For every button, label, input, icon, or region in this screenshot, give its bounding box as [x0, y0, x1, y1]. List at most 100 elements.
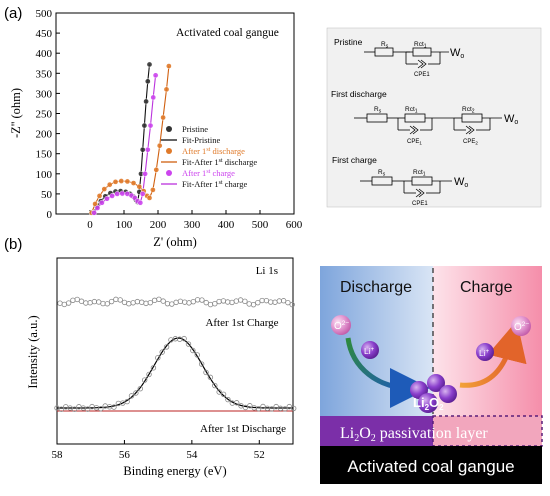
eis-data-point	[163, 86, 170, 93]
xps-discharge-point	[98, 406, 104, 412]
xps-discharge-point	[159, 349, 165, 355]
label-rct1-discharge: Rct1	[405, 106, 418, 115]
discharge-arrow	[345, 337, 430, 408]
circuit-pristine	[364, 47, 449, 69]
xps-discharge-point	[185, 341, 192, 347]
eis-data-point	[137, 199, 144, 206]
substrate-base	[320, 446, 542, 484]
eis-data-point	[147, 122, 154, 129]
label-cpe1-discharge: CPE1	[407, 139, 422, 146]
xps-discharge-point	[71, 406, 78, 412]
xps-chart: 58 56 54 52 Li 1s After 1st Charge After 1s…	[26, 257, 297, 478]
xps-x-tick-label: 58	[52, 449, 64, 461]
xps-charge-point	[143, 300, 149, 307]
label-cpe1-charge: CPE1	[412, 201, 428, 207]
xps-discharge-point	[84, 406, 91, 412]
eis-x-tick-label: 400	[218, 219, 235, 231]
xps-charge-point	[224, 299, 231, 305]
eis-x-axis: 0 100 200 300 400 500 600	[87, 210, 303, 231]
eis-x-tick-label: 200	[150, 219, 167, 231]
xps-charge-point	[220, 298, 227, 304]
xps-discharge-point	[216, 389, 222, 395]
passivation-layer-label: Li2O2 passivation layer	[340, 425, 488, 444]
legend-marker	[166, 170, 172, 176]
eis-data-point	[124, 178, 131, 185]
xps-plot-frame	[56, 257, 294, 445]
eis-data-point	[142, 170, 148, 177]
xps-charge-point	[207, 301, 214, 308]
xps-charge-point	[233, 298, 239, 304]
legend-label: Pristine	[182, 124, 208, 134]
eis-y-tick-label: 500	[36, 8, 53, 20]
label-rct2-discharge: Rct2	[462, 106, 475, 115]
eis-y-tick-label: 400	[36, 48, 53, 60]
xps-discharge-point	[146, 371, 152, 378]
xps-charge-point	[276, 298, 282, 304]
eis-x-axis-title: Z' (ohm)	[153, 235, 197, 249]
xps-charge-point	[177, 298, 184, 305]
li2o2-cluster-d	[418, 393, 438, 413]
eis-y-axis: 0 50 100 150 200 250 300 350 400 450 500	[36, 8, 60, 221]
eis-data-point	[146, 195, 153, 201]
charge-arrow	[459, 320, 527, 388]
eis-x-tick-label: 300	[184, 219, 201, 231]
xps-charge-point	[216, 298, 222, 305]
xps-charge-point	[250, 301, 257, 308]
xps-charge-point	[246, 301, 252, 307]
circuit-label-pristine: Pristine	[334, 37, 363, 47]
xps-discharge-point	[181, 335, 187, 342]
legend-marker	[166, 126, 172, 132]
circuit-first-charge	[360, 176, 452, 198]
xps-charge-point	[121, 299, 128, 306]
eis-chart: 0 50 100 150 200 250 300 350 400 450 500 0 100 200 30…	[9, 8, 303, 249]
eis-data-point	[152, 72, 159, 79]
eis-data-point	[150, 94, 157, 101]
xps-charge-point	[203, 299, 209, 306]
circuit-background	[326, 27, 542, 208]
eis-y-tick-label: 0	[47, 209, 53, 221]
eis-data-point	[153, 166, 160, 173]
xps-label-after-charge: After 1st Charge	[205, 317, 278, 329]
xps-discharge-point	[133, 390, 139, 396]
label-rct1: Rct1	[414, 41, 427, 50]
label-wo-discharge: Wo	[504, 113, 518, 126]
eis-data-point	[104, 195, 110, 202]
xps-charge-point	[117, 297, 123, 303]
xps-x-tick-label: 54	[186, 449, 198, 461]
xps-charge-point	[199, 297, 205, 303]
panel-label-a: (a)	[4, 5, 22, 22]
lithium-ion-left	[361, 341, 379, 359]
circuit-first-discharge	[354, 113, 502, 135]
substrate-label: Activated coal gangue	[347, 457, 514, 476]
eis-data-point	[156, 142, 163, 149]
xps-discharge-point	[58, 406, 65, 412]
label-rs-charge: Rs	[378, 169, 386, 178]
xps-charge-point	[173, 299, 179, 306]
xps-charge-point	[255, 299, 261, 306]
charge-label: Charge	[460, 279, 513, 296]
xps-discharge-point	[225, 396, 231, 403]
xps-discharge-point	[282, 406, 288, 412]
xps-discharge-point	[207, 374, 214, 381]
eis-data-point	[96, 193, 103, 199]
xps-charge-point	[134, 298, 141, 305]
eis-data-point	[143, 98, 149, 105]
label-rs: Rs	[381, 41, 389, 50]
xps-discharge-point	[150, 365, 157, 371]
xps-charge-point	[104, 301, 110, 307]
xps-discharge-point	[255, 405, 262, 412]
xps-discharge-point	[163, 344, 170, 350]
xps-charge-point	[160, 298, 166, 304]
xps-discharge-point	[194, 352, 200, 358]
xps-curves	[54, 296, 297, 412]
eis-data-point	[139, 146, 146, 153]
eis-data-point	[144, 78, 151, 85]
eis-data-point	[101, 186, 108, 192]
eis-x-tick-label: 100	[116, 219, 133, 231]
li2o2-label: Li2O2	[413, 395, 444, 412]
eis-data-point	[109, 193, 115, 199]
legend-label: Fit-After 1st charge	[182, 179, 247, 189]
label-wo-charge: Wo	[454, 176, 468, 189]
legend-label: After 1st charge	[182, 168, 235, 178]
